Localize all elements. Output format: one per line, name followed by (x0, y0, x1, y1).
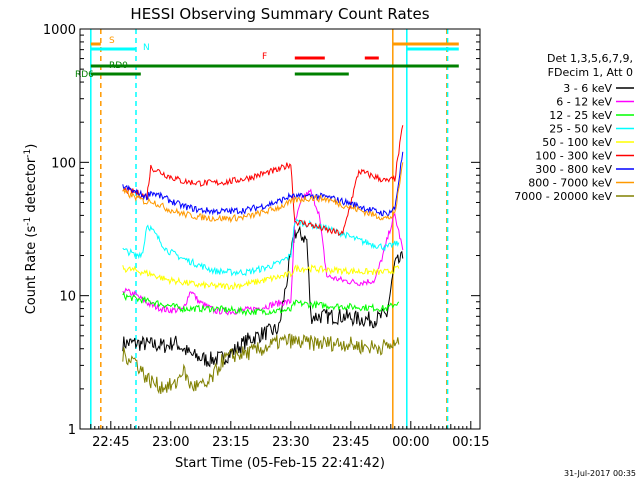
x-axis-label: Start Time (05-Feb-15 22:41:42) (175, 456, 385, 471)
x-tick-label: 22:45 (92, 435, 129, 450)
legend-label: 7000 - 20000 keV (514, 190, 612, 203)
legend-label: 6 - 12 keV (556, 96, 612, 109)
x-tick-label: 23:45 (332, 435, 369, 450)
series-line (122, 162, 404, 224)
chart-title: HESSI Observing Summary Count Rates (130, 5, 429, 23)
y-axis-label-exponent: -1 (23, 149, 33, 158)
legend-header: Det 1,3,5,6,7,9, (547, 52, 633, 65)
plot-frame (79, 28, 481, 430)
x-tick-label: 00:00 (392, 435, 429, 450)
legend: Det 1,3,5,6,7,9,FDecim 1, Att 0 3 - 6 keV… (514, 52, 634, 203)
x-tick-label: 23:00 (152, 435, 189, 450)
series-line (122, 291, 400, 317)
series-line (122, 151, 404, 218)
legend-label: 300 - 800 keV (535, 163, 612, 176)
series-line (122, 225, 404, 368)
series-line (122, 218, 400, 277)
y-tick-label: 100 (51, 156, 76, 171)
legend-label: 3 - 6 keV (563, 82, 612, 95)
y-tick-label: 10 (59, 290, 76, 305)
axes: 22:45 23:00 23:15 23:30 23:45 00:00 00:15 1 10 10… (43, 23, 490, 450)
y-axis-label: Count Rate (s-1 detector-1) (23, 144, 39, 315)
y-axis-label-exponent: -1 (23, 217, 33, 226)
x-tick-label: 00:15 (452, 435, 489, 450)
series-line (122, 188, 404, 316)
plot-area: S N F RD0 RD6 (75, 29, 459, 429)
flag-label-s: S (109, 36, 115, 46)
legend-label: 800 - 7000 keV (528, 177, 612, 190)
flag-label-rd6: RD6 (75, 70, 94, 80)
y-axis-label-part: Count Rate (s (24, 226, 39, 315)
flag-label-rd0: RD0 (109, 61, 128, 71)
legend-label: 100 - 300 keV (535, 150, 612, 163)
legend-label: 12 - 25 keV (549, 109, 612, 122)
y-tick-label: 1000 (43, 23, 76, 38)
x-tick-label: 23:30 (272, 435, 309, 450)
series-line (122, 125, 404, 237)
y-axis-label-part: detector (24, 157, 39, 217)
y-tick-label: 1 (68, 423, 76, 438)
flag-label-f: F (262, 52, 267, 62)
y-axis-label-part: ) (24, 144, 39, 149)
legend-header: FDecim 1, Att 0 (548, 66, 633, 79)
series-line (122, 264, 400, 291)
x-tick-label: 23:15 (212, 435, 249, 450)
legend-label: 50 - 100 keV (542, 136, 612, 149)
footer-date: 31-Jul-2017 00:35 (564, 469, 636, 478)
series-line (122, 333, 400, 395)
legend-label: 25 - 50 keV (549, 123, 612, 136)
flag-label-n: N (143, 43, 150, 53)
